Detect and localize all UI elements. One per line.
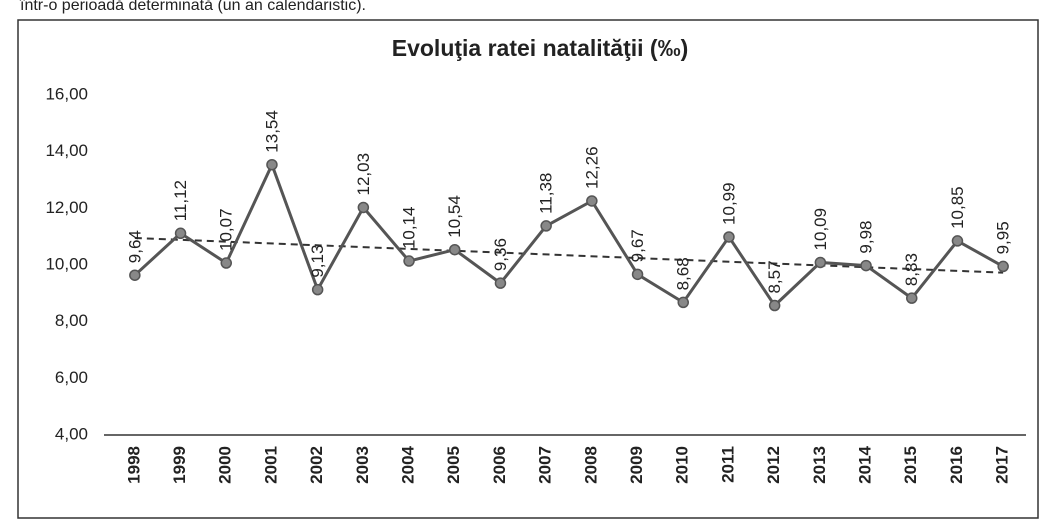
x-tick-label: 2012 <box>764 446 783 484</box>
x-tick-label: 2013 <box>810 446 829 484</box>
data-point <box>357 201 370 214</box>
data-label: 10,07 <box>217 208 236 251</box>
data-label: 10,54 <box>445 195 464 238</box>
data-label: 10,09 <box>811 208 830 251</box>
data-point <box>768 299 781 312</box>
data-point <box>586 195 598 207</box>
x-tick-label: 1998 <box>124 446 143 484</box>
data-label: 9,67 <box>628 229 647 262</box>
data-point <box>906 292 918 304</box>
x-tick-label: 2017 <box>993 446 1012 484</box>
data-point <box>220 257 232 269</box>
x-tick-label: 2010 <box>673 446 692 484</box>
data-point <box>449 243 461 256</box>
data-label: 9,64 <box>125 230 144 263</box>
x-tick-label: 2001 <box>261 446 280 484</box>
x-tick-label: 2008 <box>581 446 600 484</box>
x-tick-label: 2009 <box>627 446 646 484</box>
x-tick-label: 2006 <box>490 446 509 484</box>
x-tick-label: 2005 <box>444 446 463 484</box>
data-label: 12,26 <box>582 146 601 189</box>
data-label: 9,98 <box>857 220 876 253</box>
data-point <box>266 158 278 171</box>
x-tick-label: 2011 <box>718 446 737 483</box>
data-point <box>951 235 964 247</box>
data-label: 13,54 <box>262 110 281 153</box>
data-label: 8,68 <box>674 257 693 290</box>
x-tick-label: 2014 <box>856 445 875 483</box>
y-tick-label: 16,00 <box>45 84 88 103</box>
data-label: 12,03 <box>354 153 373 196</box>
data-point <box>723 231 735 243</box>
data-label: 9,36 <box>491 238 510 271</box>
data-label: 10,14 <box>400 206 419 249</box>
data-point <box>677 296 689 309</box>
trend-line <box>134 236 1004 274</box>
y-tick-label: 10,00 <box>45 254 88 273</box>
data-point <box>814 256 827 269</box>
series-line <box>133 160 1004 308</box>
y-tick-label: 12,00 <box>45 198 88 217</box>
y-tick-label: 14,00 <box>45 141 88 160</box>
data-point <box>631 268 644 281</box>
data-label: 11,12 <box>171 180 190 221</box>
x-tick-label: 2000 <box>216 446 235 484</box>
data-point <box>174 227 187 240</box>
data-point <box>540 220 552 232</box>
data-point <box>311 283 324 296</box>
y-tick-label: 8,00 <box>55 311 88 330</box>
data-label: 9,95 <box>994 221 1013 254</box>
x-tick-label: 2016 <box>947 446 966 484</box>
chart-border <box>17 19 1039 519</box>
x-tick-label: 1999 <box>170 446 189 484</box>
data-point <box>403 255 415 267</box>
chart-title: Evoluţia ratei natalităţii (‰) <box>392 35 689 61</box>
data-label: 8,83 <box>902 253 921 286</box>
data-label: 11,38 <box>537 173 556 214</box>
x-tick-label: 2003 <box>353 446 372 484</box>
data-label: 10,99 <box>719 182 738 225</box>
data-point <box>997 260 1009 273</box>
header-text: într-o perioadă determinată (un an calen… <box>19 0 366 14</box>
x-tick-label: 2002 <box>307 446 326 484</box>
data-point <box>129 269 141 281</box>
x-tick-label: 2015 <box>901 446 920 484</box>
y-tick-label: 6,00 <box>55 368 88 387</box>
y-tick-label: 4,00 <box>55 424 88 443</box>
data-label: 9,13 <box>308 245 327 278</box>
data-point <box>494 277 507 289</box>
data-label: 8,57 <box>765 260 784 293</box>
data-label: 10,85 <box>948 186 967 229</box>
x-tick-label: 2007 <box>536 446 555 484</box>
data-point <box>860 259 872 272</box>
x-tick-label: 2004 <box>399 445 418 483</box>
